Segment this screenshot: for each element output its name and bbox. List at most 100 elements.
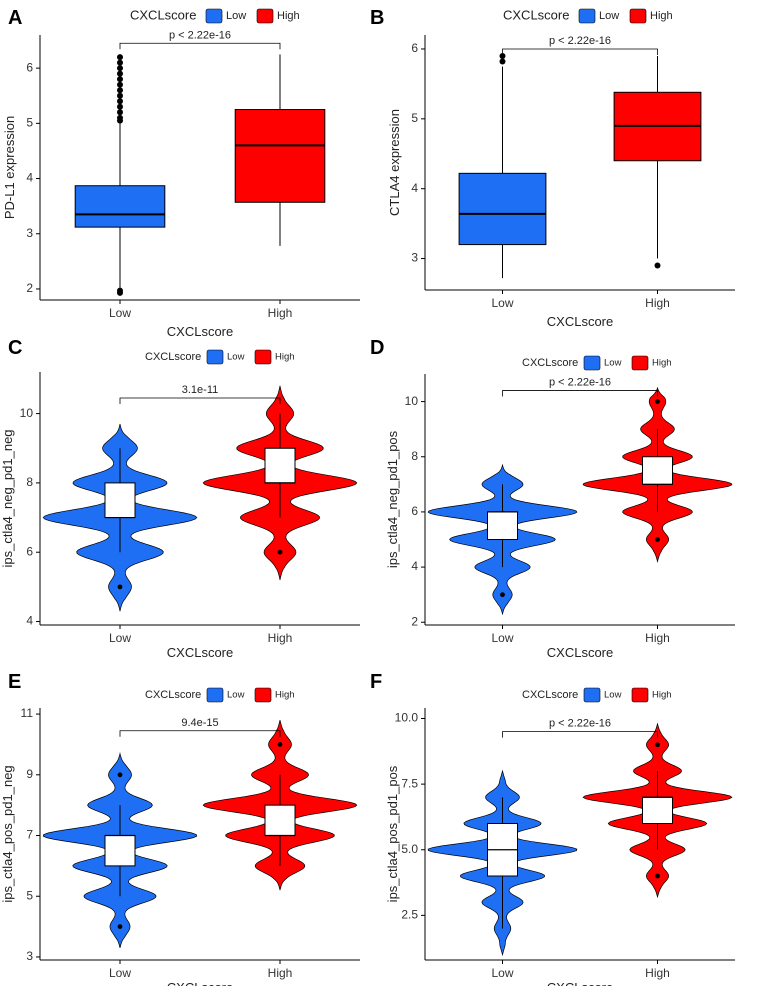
box xyxy=(642,796,673,824)
y-tick-label: 4 xyxy=(411,559,418,573)
outlier-point xyxy=(117,109,123,116)
outlier-point xyxy=(117,114,123,121)
legend: CXCLscore Low High xyxy=(503,7,673,24)
legend-key-low xyxy=(205,8,223,24)
group-low xyxy=(427,769,578,957)
legend-label-high: High xyxy=(275,690,295,701)
x-tick-label-high: High xyxy=(268,631,293,645)
outlier-point xyxy=(117,65,123,72)
x-tick-label-high: High xyxy=(268,966,293,980)
y-tick-label: 5 xyxy=(26,116,33,130)
panel-d: D CXCLscore Low High 2 4 6 8 10 Low High CXCLscore i… xyxy=(370,337,735,660)
y-tick-label: 5 xyxy=(411,111,418,125)
legend-key-high xyxy=(629,8,647,24)
y-tick-label: 2 xyxy=(26,281,33,295)
box xyxy=(642,456,673,485)
box-low xyxy=(458,172,547,246)
group-low xyxy=(42,423,198,612)
group-low xyxy=(458,52,547,279)
x-tick-label-high: High xyxy=(268,306,293,320)
significance-bracket xyxy=(119,397,281,404)
y-tick-label: 5.0 xyxy=(401,842,418,856)
outlier-point xyxy=(117,81,123,88)
significance-label: 3.1e-11 xyxy=(182,384,219,396)
significance-label: p < 2.22e-16 xyxy=(549,377,611,389)
group-high xyxy=(582,722,733,899)
y-tick-label: 11 xyxy=(21,706,34,720)
box xyxy=(104,835,136,867)
significance-bracket xyxy=(119,42,281,50)
panel-letter: C xyxy=(8,337,22,359)
y-tick-label: 9 xyxy=(26,767,33,781)
outlier-point xyxy=(117,59,123,66)
y-tick-label: 6 xyxy=(26,60,33,74)
y-tick-label: 5 xyxy=(26,888,33,902)
outlier-point xyxy=(655,399,660,404)
legend-label-low: Low xyxy=(227,352,245,363)
outlier-point xyxy=(499,58,506,65)
outlier-point xyxy=(117,76,123,83)
x-tick-label-high: High xyxy=(645,966,670,980)
box xyxy=(264,804,296,837)
significance-label: 9.4e-15 xyxy=(181,717,218,729)
y-tick-label: 4 xyxy=(26,614,33,628)
legend-label-high: High xyxy=(652,358,672,369)
y-tick-label: 6 xyxy=(411,504,418,518)
outlier-point xyxy=(117,70,123,77)
outlier-point xyxy=(655,873,660,879)
y-axis-title: PD-L1 expression xyxy=(2,116,17,219)
y-axis-title: CTLA4 expression xyxy=(387,109,402,216)
y-tick-label: 7 xyxy=(26,828,33,842)
legend: CXCLscore Low High xyxy=(522,355,672,371)
group-low xyxy=(74,54,166,296)
y-axis-title: ips_ctla4_neg_pd1_pos xyxy=(385,430,400,568)
outlier-point xyxy=(117,98,123,105)
outlier-point xyxy=(655,742,660,748)
group-high xyxy=(582,386,733,563)
y-tick-label: 2 xyxy=(411,614,418,628)
legend-key-high xyxy=(631,687,649,703)
y-tick-label: 10.0 xyxy=(395,711,419,725)
legend-label-low: Low xyxy=(604,358,622,369)
group-high xyxy=(202,720,358,891)
y-tick-label: 4 xyxy=(411,181,418,195)
significance-bracket xyxy=(119,730,281,737)
x-axis-title: CXCLscore xyxy=(547,645,613,660)
legend-label-high: High xyxy=(275,352,295,363)
x-axis-title: CXCLscore xyxy=(167,980,233,986)
x-tick-label-low: Low xyxy=(491,966,513,980)
y-tick-label: 3 xyxy=(26,949,33,963)
panel-c: C CXCLscore Low High 4 6 8 10 Low High CXCLscore ip… xyxy=(0,337,360,660)
y-axis-title: ips_ctla4_neg_pd1_neg xyxy=(0,429,15,567)
outlier-point xyxy=(277,549,283,555)
legend-label-high: High xyxy=(652,690,672,701)
legend-label-low: Low xyxy=(227,690,245,701)
x-tick-label-low: Low xyxy=(109,631,131,645)
outlier-point xyxy=(117,287,123,294)
box xyxy=(264,447,296,484)
legend-label-low: Low xyxy=(226,10,246,22)
group-low xyxy=(42,752,198,948)
x-tick-label-low: Low xyxy=(109,306,131,320)
legend-title: CXCLscore xyxy=(522,689,578,701)
x-axis-title: CXCLscore xyxy=(547,980,613,986)
x-tick-label-high: High xyxy=(645,296,670,310)
panel-a: A CXCLscore Low High 2 3 4 5 6 Low High CXCLscore PD… xyxy=(2,7,360,339)
x-axis-title: CXCLscore xyxy=(547,314,613,329)
legend: CXCLscore Low High xyxy=(145,349,295,365)
group-high xyxy=(202,385,358,581)
legend-key-high xyxy=(254,349,272,365)
outlier-point xyxy=(117,584,123,590)
outlier-point xyxy=(117,87,123,94)
y-tick-label: 10 xyxy=(20,406,34,420)
legend: CXCLscore Low High xyxy=(145,687,295,703)
outlier-point xyxy=(277,742,283,747)
significance-bracket xyxy=(502,731,658,738)
significance-label: p < 2.22e-16 xyxy=(549,35,611,47)
legend-key-low xyxy=(206,687,224,703)
x-tick-label-high: High xyxy=(645,631,670,645)
legend-key-low xyxy=(583,355,601,371)
outlier-point xyxy=(117,103,123,110)
y-tick-label: 8 xyxy=(411,449,418,463)
legend-title: CXCLscore xyxy=(145,351,201,363)
